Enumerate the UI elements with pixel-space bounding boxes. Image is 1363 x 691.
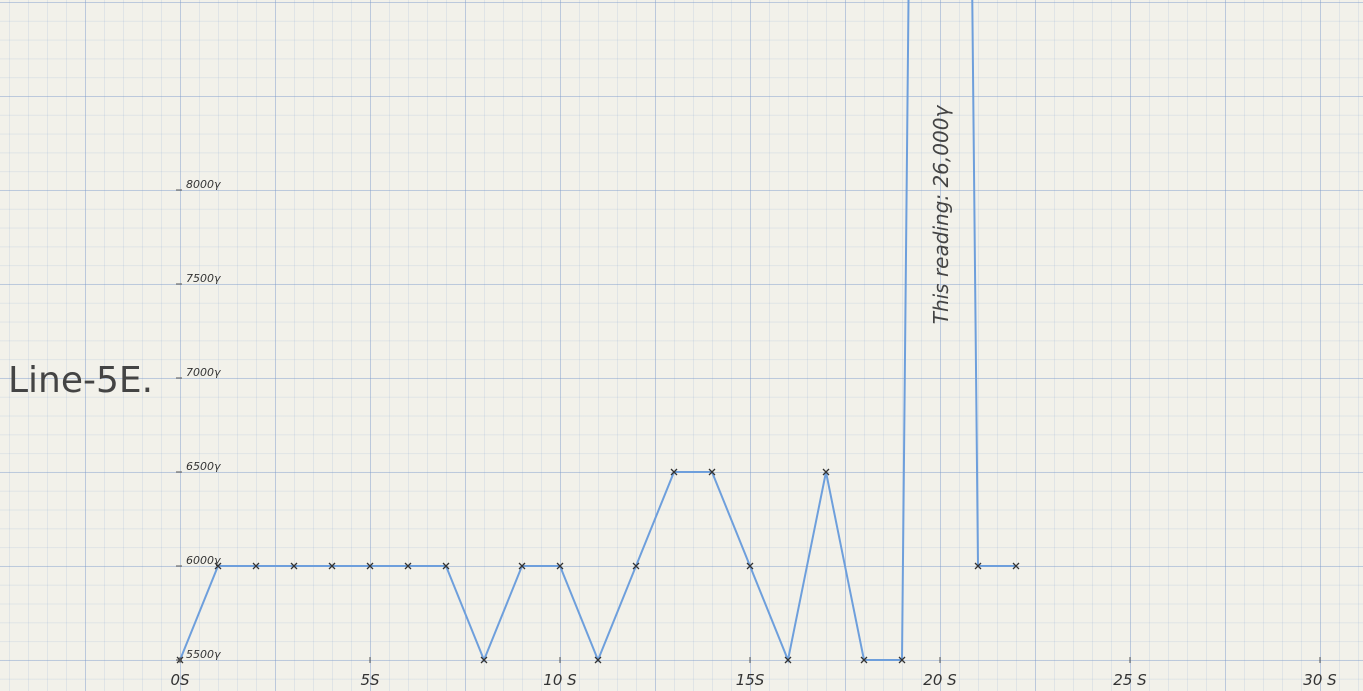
y-tick-label: 6500γ xyxy=(186,460,221,473)
y-tick-label: 6000γ xyxy=(186,554,221,567)
x-tick-label: 30 S xyxy=(1303,671,1337,689)
annotation: This reading: 26,000γ xyxy=(929,105,953,325)
point-marker xyxy=(556,562,564,570)
x-tick-label: 5S xyxy=(360,671,380,689)
point-marker xyxy=(442,562,450,570)
x-tick-label: 20 S xyxy=(923,671,957,689)
point-marker xyxy=(822,468,830,476)
y-tick-label: 7500γ xyxy=(186,272,221,285)
y-tick-label: 8000γ xyxy=(186,178,221,191)
point-marker xyxy=(898,656,906,664)
point-marker xyxy=(860,656,868,664)
x-tick-label: 25 S xyxy=(1113,671,1147,689)
point-marker xyxy=(404,562,412,570)
y-tick-label: 7000γ xyxy=(186,366,221,379)
point-marker xyxy=(746,562,754,570)
x-tick-label: 0S xyxy=(170,671,190,689)
point-marker xyxy=(366,562,374,570)
point-marker xyxy=(290,562,298,570)
point-marker xyxy=(1012,562,1020,570)
point-marker xyxy=(708,468,716,476)
x-tick-label: 15S xyxy=(736,671,765,689)
data-line xyxy=(179,0,1016,664)
point-marker xyxy=(974,562,982,570)
point-marker xyxy=(252,562,260,570)
point-marker xyxy=(480,656,488,664)
point-marker xyxy=(632,562,640,570)
point-marker xyxy=(328,562,336,570)
point-marker xyxy=(518,562,526,570)
x-tick-label: 10 S xyxy=(543,671,577,689)
point-marker xyxy=(784,656,792,664)
point-marker xyxy=(670,468,678,476)
side-label: Line-5E. xyxy=(8,360,153,401)
y-tick-label: 5500γ xyxy=(186,648,221,661)
point-marker xyxy=(594,656,602,664)
plot-area xyxy=(176,0,1020,664)
point-marker xyxy=(214,562,222,570)
